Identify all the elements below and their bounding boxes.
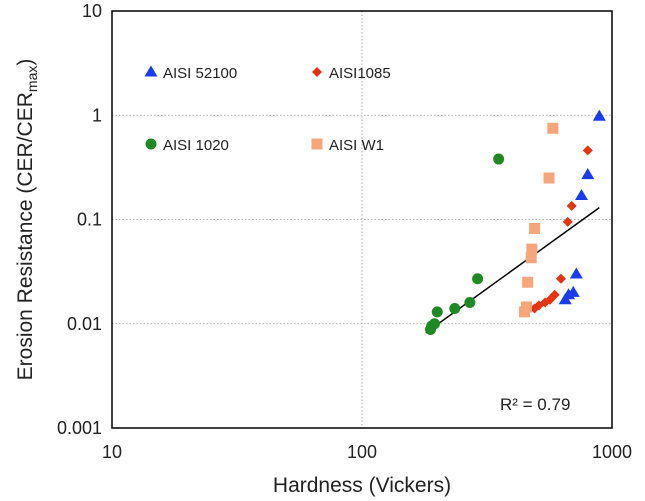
data-point	[449, 303, 461, 315]
y-axis-title: Erosion Resistance (CER/CERmax)	[14, 59, 40, 381]
y-axis-title-main: Erosion Resistance (CER/CER	[14, 92, 37, 380]
x-tick-label: 100	[347, 442, 377, 462]
series-aisi-1020	[425, 153, 505, 336]
data-point	[581, 168, 595, 180]
data-point	[519, 306, 531, 318]
y-tick-label: 0.001	[57, 418, 102, 438]
tick-labels: 10 100 1000 0.001 0.01 0.1 1 10	[57, 1, 632, 462]
legend-label: AISI 1020	[163, 137, 229, 154]
legend-marker	[312, 67, 322, 77]
data-point	[529, 222, 541, 234]
x-tick-label: 10	[102, 442, 122, 462]
data-point	[425, 324, 437, 336]
data-point	[558, 293, 572, 305]
legend-marker	[311, 138, 323, 150]
y-axis-title-subscript: max	[24, 66, 40, 92]
x-axis-title: Hardness (Vickers)	[273, 474, 451, 497]
y-tick-label: 0.01	[67, 314, 102, 334]
plot-area-frame	[111, 10, 613, 429]
data-point	[562, 216, 573, 227]
grid-lines	[112, 11, 612, 428]
series-aisi-w1	[519, 122, 559, 318]
legend-label: AISI1085	[329, 65, 391, 82]
legend-label: AISI W1	[329, 137, 384, 154]
r-squared-annotation: R² = 0.79	[500, 395, 570, 414]
legend-label: AISI 52100	[163, 65, 237, 82]
data-point	[574, 188, 588, 201]
data-point	[582, 145, 593, 156]
data-point	[472, 273, 484, 285]
data-point	[555, 273, 566, 284]
trendline-group	[425, 207, 600, 334]
data-point	[569, 267, 583, 279]
data-point	[526, 243, 538, 255]
data-points	[425, 109, 606, 336]
legend-marker	[145, 138, 157, 150]
series-aisi1085	[529, 145, 593, 314]
y-tick-label: 10	[82, 1, 102, 21]
x-tick-label: 1000	[592, 442, 632, 462]
legend-marker	[144, 65, 158, 77]
data-point	[529, 303, 540, 314]
series-aisi-52100	[558, 109, 606, 305]
data-point	[543, 172, 555, 184]
y-axis-title-suffix: )	[14, 59, 37, 66]
data-point	[566, 200, 577, 211]
data-point	[592, 109, 606, 121]
data-point	[547, 122, 559, 134]
power-trendline	[425, 207, 600, 334]
y-tick-label: 1	[92, 105, 102, 125]
data-point	[431, 306, 443, 318]
legend: AISI 52100 AISI1085 AISI 1020 AISI W1	[144, 65, 391, 154]
y-tick-label: 0.1	[77, 210, 102, 230]
data-point	[464, 296, 476, 308]
data-point	[525, 252, 537, 264]
data-point	[493, 153, 505, 165]
data-point	[522, 276, 534, 288]
